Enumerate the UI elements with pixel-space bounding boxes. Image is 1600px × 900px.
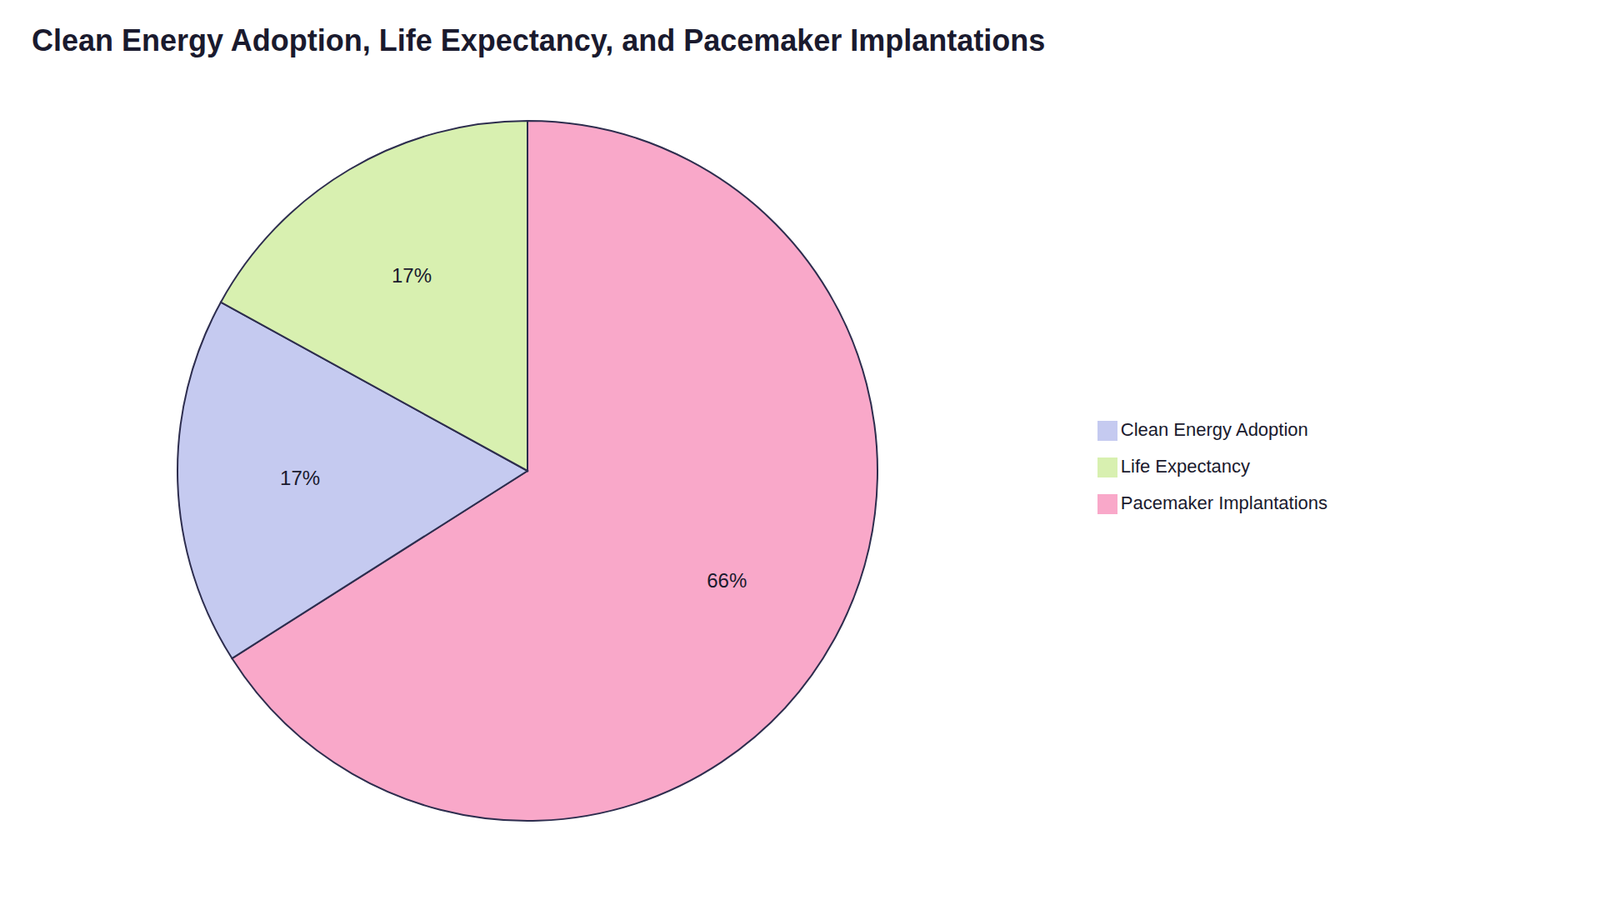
html-text:Clean Energy Adoption: Clean Energy Adoption <box>1120 419 1309 440</box>
html-text:Life Expectancy: Life Expectancy <box>1120 455 1251 477</box>
svg-text:66%: 66% <box>706 569 747 592</box>
svg-text:17%: 17% <box>280 466 320 490</box>
html-text:Clean Energy Adoption, Life Ex: Clean Energy Adoption, Life Expectancy, … <box>31 23 1046 58</box>
svg-text:17%: 17% <box>391 264 432 287</box>
html-text:Pacemaker Implantations: Pacemaker Implantations <box>1120 492 1328 514</box>
